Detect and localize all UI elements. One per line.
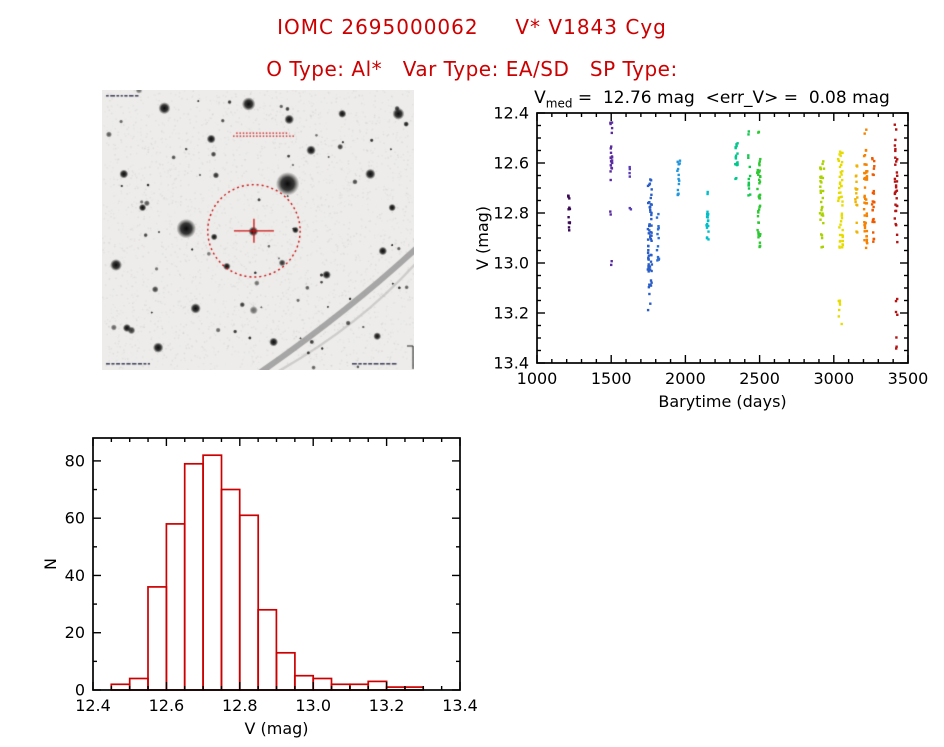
svg-text:80: 80 [65,451,85,470]
star-field-image [102,90,414,370]
svg-text:2000: 2000 [665,369,706,388]
svg-text:1500: 1500 [591,369,632,388]
svg-text:20: 20 [65,623,85,642]
finder-chart [102,90,414,370]
svg-text:12.4: 12.4 [493,104,529,123]
lightcurve-plot: 1000 1500 2000 2500 3000 3500 12.4 12.6 12.8 13.0… [473,104,929,412]
svg-text:Barytime (days): Barytime (days) [658,392,786,411]
svg-text:12.8: 12.8 [222,696,258,715]
svg-text:12.6: 12.6 [493,154,529,173]
lightcurve-title-rest: = 12.76 mag <err_V> = 0.08 mag [572,88,890,108]
svg-text:13.2: 13.2 [493,304,529,323]
svg-text:1000: 1000 [517,369,558,388]
page-title: IOMC 2695000062 V* V1843 Cyg [277,15,667,39]
svg-text:V (mag): V (mag) [473,206,492,270]
svg-text:3000: 3000 [813,369,854,388]
svg-text:13.4: 13.4 [442,696,478,715]
histogram-plot: 12.4 12.6 12.8 13.0 13.2 13.4 0 20 40 60 80 V (mag)… [41,437,478,738]
svg-text:40: 40 [65,566,85,585]
svg-text:2500: 2500 [739,369,780,388]
svg-text:0: 0 [75,681,85,700]
svg-text:V (mag): V (mag) [244,719,308,738]
svg-text:13.4: 13.4 [493,354,529,373]
page-subtitle: O Type: Al* Var Type: EA/SD SP Type: [266,57,678,81]
lightcurve-title: Vmed = 12.76 mag <err_V> = 0.08 mag [492,88,932,110]
svg-text:60: 60 [65,509,85,528]
svg-text:13.0: 13.0 [295,696,331,715]
svg-text:12.4: 12.4 [75,696,111,715]
lightcurve-title-subscript: med [545,96,573,111]
lightcurve-title-prefix: V [534,88,546,108]
svg-text:13.0: 13.0 [493,254,529,273]
svg-text:N: N [41,558,60,570]
svg-text:12.8: 12.8 [493,204,529,223]
svg-text:12.6: 12.6 [149,696,185,715]
svg-text:3500: 3500 [888,369,929,388]
svg-text:13.2: 13.2 [369,696,405,715]
